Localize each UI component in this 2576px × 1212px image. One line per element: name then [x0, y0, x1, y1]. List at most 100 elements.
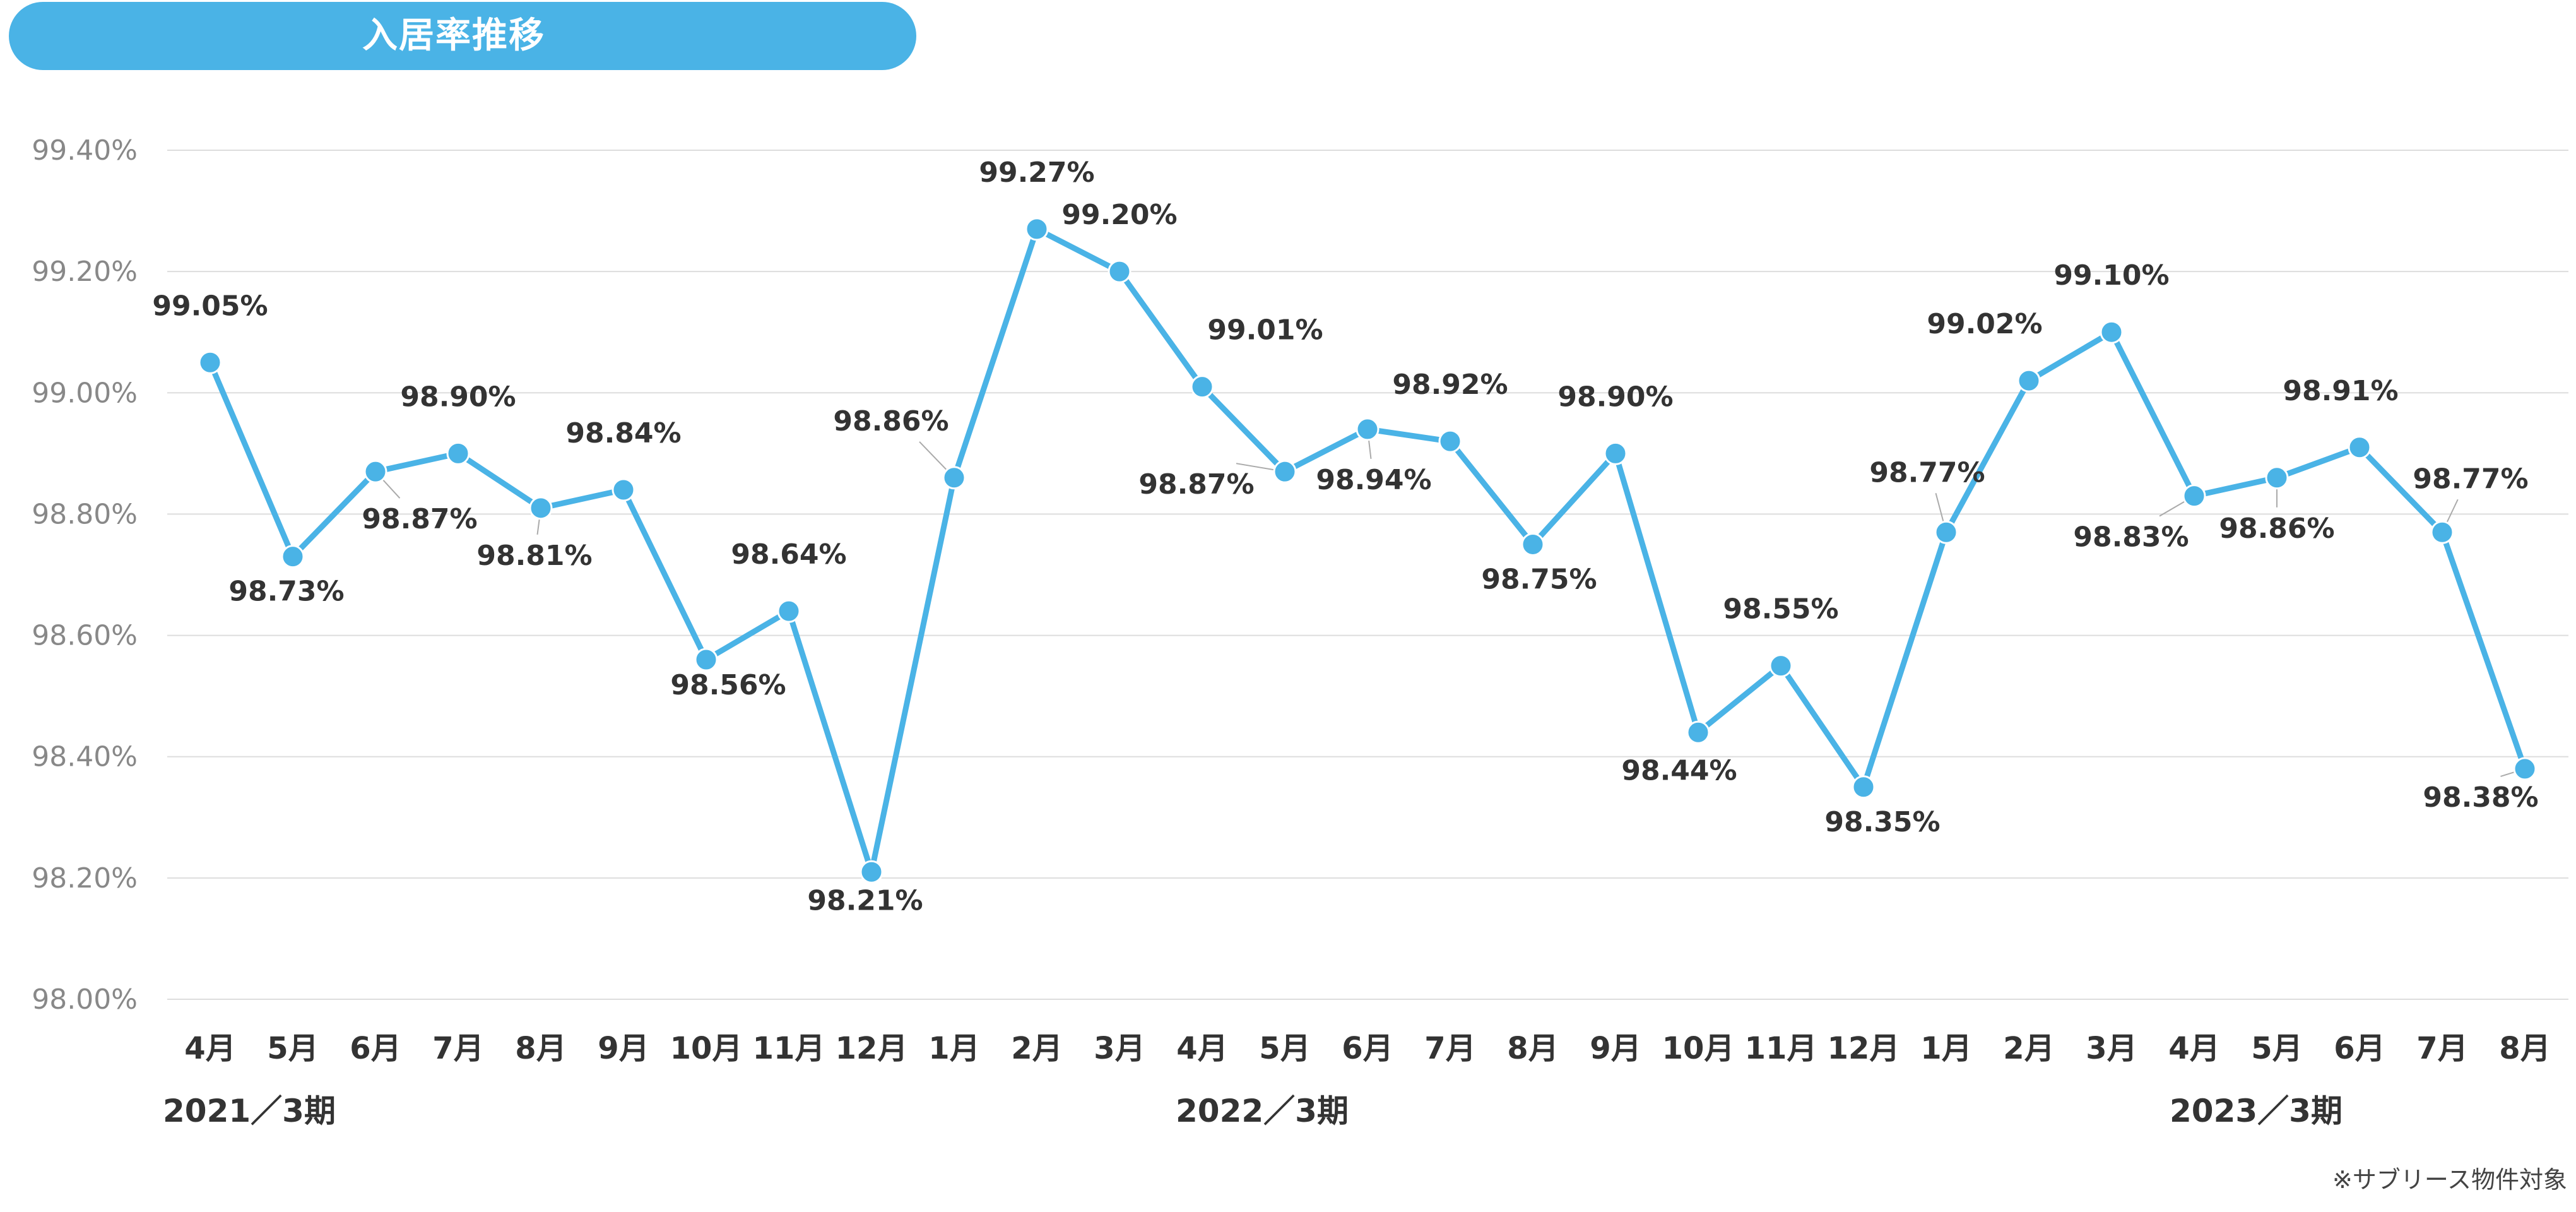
data-label: 99.02% — [1927, 308, 2042, 340]
data-point — [1025, 217, 1049, 241]
data-label: 99.05% — [152, 290, 268, 322]
data-point — [1604, 441, 1628, 465]
x-tick-label: 1月 — [928, 1031, 979, 1066]
data-point — [446, 441, 470, 465]
data-point — [2348, 436, 2372, 460]
x-tick-label: 7月 — [2416, 1031, 2467, 1066]
x-tick-label: 8月 — [1507, 1031, 1558, 1066]
x-tick-label: 3月 — [2086, 1031, 2137, 1066]
x-tick-label: 10月 — [1662, 1031, 1735, 1066]
data-label: 99.27% — [979, 157, 1094, 189]
data-label: 98.56% — [670, 669, 786, 701]
data-label: 99.01% — [1207, 314, 1323, 347]
data-point — [777, 599, 801, 623]
x-tick-label: 2月 — [2003, 1031, 2054, 1066]
x-tick-label: 11月 — [1745, 1031, 1817, 1066]
chart-title-banner: 入居率推移 — [9, 2, 916, 70]
x-tick-label: 4月 — [184, 1031, 235, 1066]
data-point — [1769, 654, 1793, 678]
data-label: 98.75% — [1481, 563, 1597, 595]
data-point — [1686, 720, 1710, 744]
data-label: 98.38% — [2423, 781, 2538, 814]
data-label: 98.87% — [362, 503, 477, 535]
data-point — [612, 478, 635, 502]
x-tick-label: 7月 — [1424, 1031, 1475, 1066]
data-point — [2017, 369, 2041, 393]
period-group-label: 2021／3期 — [163, 1093, 336, 1129]
data-label: 98.64% — [731, 538, 846, 571]
x-tick-label: 5月 — [1259, 1031, 1310, 1066]
data-point — [198, 350, 222, 374]
data-label: 98.77% — [2413, 463, 2528, 495]
x-tick-label: 12月 — [836, 1031, 908, 1066]
data-label: 98.55% — [1723, 593, 1838, 626]
y-tick-label: 98.00% — [32, 983, 138, 1016]
x-tick-label: 6月 — [350, 1031, 401, 1066]
data-point — [2100, 320, 2124, 344]
data-label: 98.90% — [1557, 381, 1673, 413]
data-label: 98.90% — [400, 381, 516, 413]
data-point — [1108, 259, 1131, 283]
data-label: 98.35% — [1824, 806, 1940, 838]
x-tick-label: 9月 — [598, 1031, 649, 1066]
x-tick-label: 3月 — [1094, 1031, 1145, 1066]
data-point — [529, 496, 553, 520]
x-tick-label: 2月 — [1011, 1031, 1062, 1066]
data-label: 98.87% — [1138, 468, 1254, 501]
x-tick-label: 8月 — [2499, 1031, 2550, 1066]
y-tick-label: 98.60% — [32, 620, 138, 652]
data-label: 98.92% — [1392, 369, 1508, 401]
data-point — [1190, 375, 1214, 399]
y-tick-label: 98.40% — [32, 741, 138, 773]
data-label: 98.91% — [2283, 375, 2398, 407]
data-label: 98.73% — [228, 576, 344, 608]
y-tick-label: 98.20% — [32, 862, 138, 894]
data-point — [2182, 484, 2206, 508]
data-point — [942, 466, 966, 490]
footnote: ※サブリース物件対象 — [2332, 1166, 2567, 1194]
data-label: 98.94% — [1316, 464, 1431, 496]
data-label: 98.44% — [1621, 754, 1737, 787]
y-tick-label: 99.40% — [32, 134, 138, 167]
x-tick-label: 5月 — [267, 1031, 318, 1066]
chart-title: 入居率推移 — [362, 15, 545, 56]
x-tick-label: 6月 — [1342, 1031, 1393, 1066]
data-point — [363, 460, 387, 484]
data-point — [694, 648, 718, 672]
x-tick-label: 4月 — [1176, 1031, 1227, 1066]
data-label: 99.20% — [1061, 199, 1177, 231]
data-label: 98.86% — [2219, 513, 2334, 545]
x-tick-label: 1月 — [1920, 1031, 1971, 1066]
period-group-label: 2022／3期 — [1176, 1093, 1349, 1129]
x-tick-label: 10月 — [670, 1031, 743, 1066]
data-point — [1438, 429, 1462, 453]
data-point — [1356, 417, 1380, 441]
data-point — [2430, 520, 2454, 544]
data-point — [1934, 520, 1958, 544]
data-label: 99.10% — [2053, 259, 2169, 292]
x-tick-label: 5月 — [2251, 1031, 2302, 1066]
y-tick-label: 99.00% — [32, 377, 138, 409]
data-point — [1521, 532, 1545, 556]
x-tick-label: 9月 — [1590, 1031, 1641, 1066]
data-point — [281, 545, 305, 569]
data-label: 98.81% — [476, 540, 592, 572]
data-label: 98.77% — [1869, 456, 1985, 489]
x-tick-label: 11月 — [753, 1031, 825, 1066]
y-tick-label: 98.80% — [32, 498, 138, 530]
data-point — [2265, 466, 2289, 490]
data-label: 98.84% — [565, 417, 681, 449]
x-tick-label: 6月 — [2334, 1031, 2385, 1066]
x-tick-label: 12月 — [1828, 1031, 1900, 1066]
x-tick-label: 7月 — [432, 1031, 483, 1066]
data-label: 98.86% — [833, 405, 948, 437]
data-label: 98.83% — [2073, 521, 2189, 554]
data-point — [860, 860, 883, 884]
x-tick-label: 8月 — [515, 1031, 566, 1066]
period-group-label: 2023／3期 — [2170, 1093, 2343, 1129]
y-tick-label: 99.20% — [32, 256, 138, 288]
data-label: 98.21% — [807, 884, 923, 917]
data-point — [2513, 757, 2537, 781]
data-point — [1273, 460, 1297, 484]
